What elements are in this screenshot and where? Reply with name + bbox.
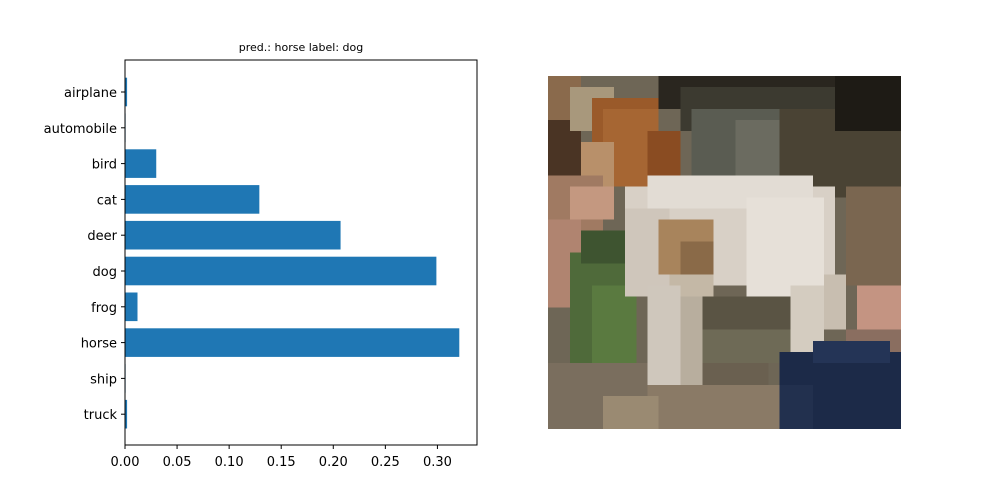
x-tick-label: 0.05 [163, 455, 192, 470]
y-tick-label: bird [92, 158, 117, 173]
x-tick-label: 0.25 [371, 455, 400, 470]
bar-bird [125, 149, 157, 178]
chart-title: pred.: horse label: dog [239, 41, 363, 54]
x-tick-label: 0.00 [111, 455, 140, 470]
x-tick-label: 0.30 [423, 455, 452, 470]
x-tick-label: 0.20 [319, 455, 348, 470]
bar-frog [125, 292, 138, 322]
bar-truck [125, 399, 128, 429]
bar-airplane [125, 77, 128, 107]
y-tick-label: cat [97, 193, 117, 208]
y-tick-label: automobile [44, 122, 117, 137]
y-tick-label: truck [84, 408, 118, 423]
x-tick-label: 0.10 [215, 455, 244, 470]
bars-group [125, 77, 460, 429]
plot-frame [124, 59, 478, 446]
bar-dog [125, 256, 437, 286]
y-ticks-group: airplane automobile bird cat deer dog frog hors… [44, 86, 125, 423]
y-tick-label: ship [90, 372, 117, 387]
pixelated-dog-image [548, 76, 901, 429]
bar-deer [125, 220, 341, 250]
y-tick-label: dog [93, 265, 117, 280]
y-tick-label: frog [91, 301, 117, 316]
bar-cat [125, 185, 260, 214]
x-ticks-group: 0.00 0.05 0.10 0.15 0.20 0.25 0.30 [111, 445, 452, 470]
x-tick-label: 0.15 [267, 455, 296, 470]
y-tick-label: airplane [64, 86, 117, 101]
y-tick-label: horse [81, 337, 117, 352]
dog-photo-icon [548, 76, 901, 429]
y-tick-label: deer [87, 229, 117, 244]
bar-horse [125, 328, 460, 357]
